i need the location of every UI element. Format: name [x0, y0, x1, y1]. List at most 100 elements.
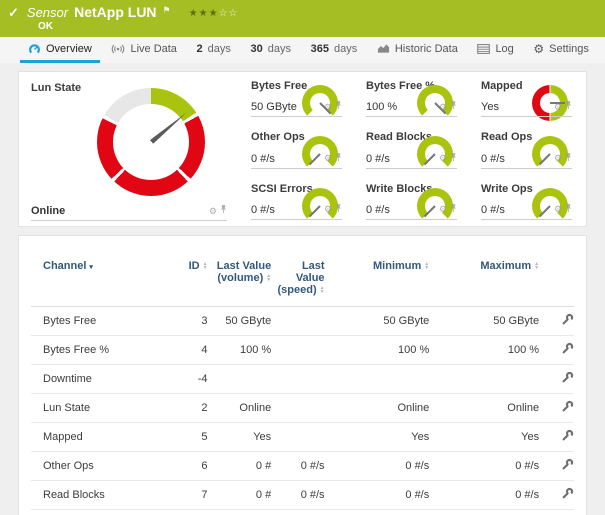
- col-channel[interactable]: Channel ▾: [43, 260, 93, 272]
- gear-icon[interactable]: ⚙: [553, 153, 562, 164]
- channel-name[interactable]: Mapped: [31, 422, 159, 452]
- wrench-icon[interactable]: [561, 313, 574, 329]
- lun-state-gauge-cell[interactable]: Lun State Online ⚙: [19, 72, 241, 226]
- tab-365-days[interactable]: 365 days: [310, 42, 358, 55]
- star-filled-icon[interactable]: ★: [198, 8, 209, 19]
- tab-historic-data[interactable]: Historic Data: [369, 37, 466, 63]
- col-maximum[interactable]: Maximum ▲ ▼: [480, 260, 540, 272]
- col-last-value-volume[interactable]: Last Value (volume) ▲ ▼: [216, 260, 272, 284]
- gauge-cell[interactable]: Bytes Free 50 GByte ⚙: [241, 72, 356, 123]
- pin-icon[interactable]: [450, 204, 457, 216]
- channel-id: 6: [158, 451, 208, 481]
- wrench-icon[interactable]: [561, 429, 574, 445]
- wrench-icon[interactable]: [561, 487, 574, 503]
- sort-icon: ▲ ▼: [202, 261, 208, 272]
- pin-icon[interactable]: [335, 152, 342, 165]
- star-empty-icon[interactable]: ☆: [218, 8, 229, 19]
- gear-icon[interactable]: ⚙: [323, 153, 332, 164]
- live-icon: [111, 44, 125, 54]
- wrench-icon[interactable]: [561, 371, 574, 387]
- tab-settings[interactable]: ⚙ Settings: [533, 41, 589, 56]
- log-icon: [477, 43, 491, 54]
- gauge-cell[interactable]: Mapped Yes ⚙: [471, 72, 586, 123]
- pin-icon[interactable]: [450, 101, 457, 113]
- tab-log[interactable]: Log: [469, 37, 521, 63]
- channel-name[interactable]: Bytes Free %: [31, 335, 159, 365]
- last-value-volume: 0 #: [207, 480, 272, 510]
- table-row[interactable]: Other Ops 6 0 # 0 #/s 0 #/s 0 #/s: [31, 451, 574, 481]
- gear-icon[interactable]: ⚙: [553, 204, 562, 215]
- wrench-icon[interactable]: [561, 400, 574, 416]
- last-value-speed: [271, 306, 325, 336]
- wrench-icon[interactable]: [561, 342, 574, 358]
- gear-icon[interactable]: ⚙: [438, 153, 447, 164]
- tab-live-data[interactable]: Live Data: [103, 37, 184, 63]
- gauge-title: SCSI Errors: [251, 182, 313, 195]
- channel-id: 4: [158, 335, 208, 365]
- gauge-title: Write Ops: [481, 182, 533, 195]
- gear-icon[interactable]: ⚙: [438, 101, 447, 112]
- tab-2-days[interactable]: 2 days: [196, 42, 231, 55]
- col-id[interactable]: ID ▲ ▼: [188, 260, 208, 272]
- channel-name[interactable]: Lun State: [31, 393, 159, 423]
- table-row[interactable]: Read Blocks 7 0 # 0 #/s 0 #/s 0 #/s: [31, 480, 574, 510]
- table-row[interactable]: Mapped 5 Yes Yes Yes: [31, 422, 574, 452]
- minimum-value: Online: [324, 393, 430, 423]
- flag-icon[interactable]: ⚑: [162, 5, 171, 15]
- star-empty-icon[interactable]: ☆: [228, 8, 239, 19]
- col-minimum[interactable]: Minimum ▲ ▼: [373, 260, 430, 272]
- gauge-value: 0 #/s: [481, 203, 505, 216]
- col-last-value-speed[interactable]: Last Value (speed) ▲ ▼: [277, 260, 325, 296]
- pin-icon[interactable]: [450, 152, 457, 165]
- gauge-cell[interactable]: Other Ops 0 #/s ⚙: [241, 123, 356, 174]
- last-value-volume: 100 %: [207, 335, 272, 365]
- gear-icon[interactable]: ⚙: [323, 101, 332, 112]
- table-row[interactable]: Bytes Free 3 50 GByte 50 GByte 50 GByte: [31, 306, 574, 336]
- table-row[interactable]: Bytes Free % 4 100 % 100 % 100 %: [31, 335, 574, 365]
- gauge-title: Read Ops: [481, 131, 533, 144]
- gauge-needle: [550, 102, 565, 104]
- pin-icon[interactable]: [220, 205, 227, 217]
- gear-icon[interactable]: ⚙: [208, 205, 217, 216]
- star-rating[interactable]: ★★★☆☆: [189, 8, 239, 19]
- pin-icon[interactable]: [565, 204, 572, 216]
- gear-icon[interactable]: ⚙: [553, 101, 562, 112]
- tab-30-days[interactable]: 30 days: [250, 42, 292, 55]
- pin-icon[interactable]: [565, 101, 572, 113]
- channel-name[interactable]: Other Ops: [31, 451, 159, 481]
- status-check-icon: ✓: [8, 5, 19, 20]
- channel-name[interactable]: Downtime: [31, 364, 159, 394]
- pin-icon[interactable]: [335, 101, 342, 113]
- table-row[interactable]: Lun State 2 Online Online Online: [31, 393, 574, 423]
- star-filled-icon[interactable]: ★: [208, 8, 219, 19]
- maximum-value: 0 #/s: [429, 480, 540, 510]
- gauge-cell[interactable]: SCSI Errors 0 #/s ⚙: [241, 175, 356, 226]
- gauge-title: Bytes Free %: [366, 80, 436, 92]
- table-header-row: Channel ▾ ID ▲ ▼ Last Value (volume) ▲ ▼ Last…: [31, 246, 574, 307]
- star-filled-icon[interactable]: ★: [188, 8, 199, 19]
- gauge-cell[interactable]: Write Ops 0 #/s ⚙: [471, 175, 586, 226]
- wrench-icon[interactable]: [561, 458, 574, 474]
- gauge-cell[interactable]: Write Blocks 0 #/s ⚙: [356, 175, 471, 226]
- pin-icon[interactable]: [335, 204, 342, 216]
- gear-icon[interactable]: ⚙: [438, 204, 447, 215]
- channel-name[interactable]: Read Blocks: [31, 480, 159, 510]
- gear-icon[interactable]: ⚙: [323, 204, 332, 215]
- table-row[interactable]: Downtime -4: [31, 364, 574, 394]
- gauge-cell[interactable]: Read Blocks 0 #/s ⚙: [356, 123, 471, 174]
- maximum-value: 50 GByte: [429, 306, 540, 336]
- pin-icon[interactable]: [565, 152, 572, 165]
- minimum-value: [324, 364, 430, 394]
- channel-id: 3: [158, 306, 208, 336]
- gauge-cell[interactable]: Read Ops 0 #/s ⚙: [471, 123, 586, 174]
- table-row[interactable]: Read Ops 8 0 # 0 #/s 0 #/s 0 #/s: [31, 509, 574, 515]
- channel-name[interactable]: Read Ops: [31, 509, 159, 515]
- gauge-dial: [532, 85, 568, 121]
- last-value-volume: Online: [207, 393, 272, 423]
- gauge-panel: Lun State Online ⚙ Bytes Free 50 GByte ⚙: [18, 71, 587, 227]
- tab-overview[interactable]: Overview: [20, 37, 100, 63]
- gauge-cell[interactable]: Bytes Free % 100 % ⚙: [356, 72, 471, 123]
- minimum-value: 0 #/s: [324, 480, 430, 510]
- channel-name[interactable]: Bytes Free: [31, 306, 159, 336]
- last-value-speed: [271, 364, 325, 394]
